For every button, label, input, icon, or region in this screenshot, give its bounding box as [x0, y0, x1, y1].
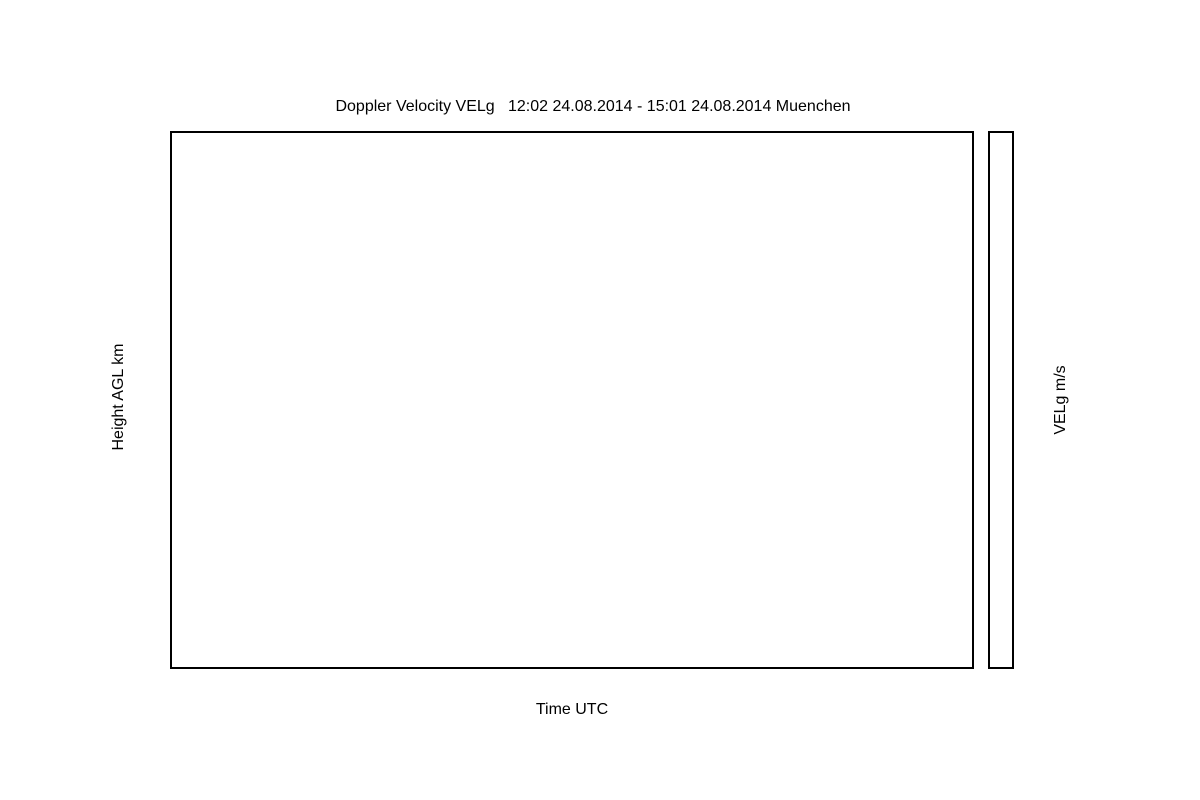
- y-axis-title: Height AGL km: [110, 343, 127, 451]
- colorbar-frame: [988, 131, 1014, 669]
- chart-title: Doppler Velocity VELg 12:02 24.08.2014 -…: [335, 98, 851, 115]
- plot-frame: [170, 131, 974, 669]
- x-axis-title: Time UTC: [535, 701, 609, 718]
- colorbar-gradient: [990, 133, 1012, 667]
- heatmap-canvas: [172, 133, 972, 667]
- colorbar-title: VELg m/s: [1052, 365, 1069, 435]
